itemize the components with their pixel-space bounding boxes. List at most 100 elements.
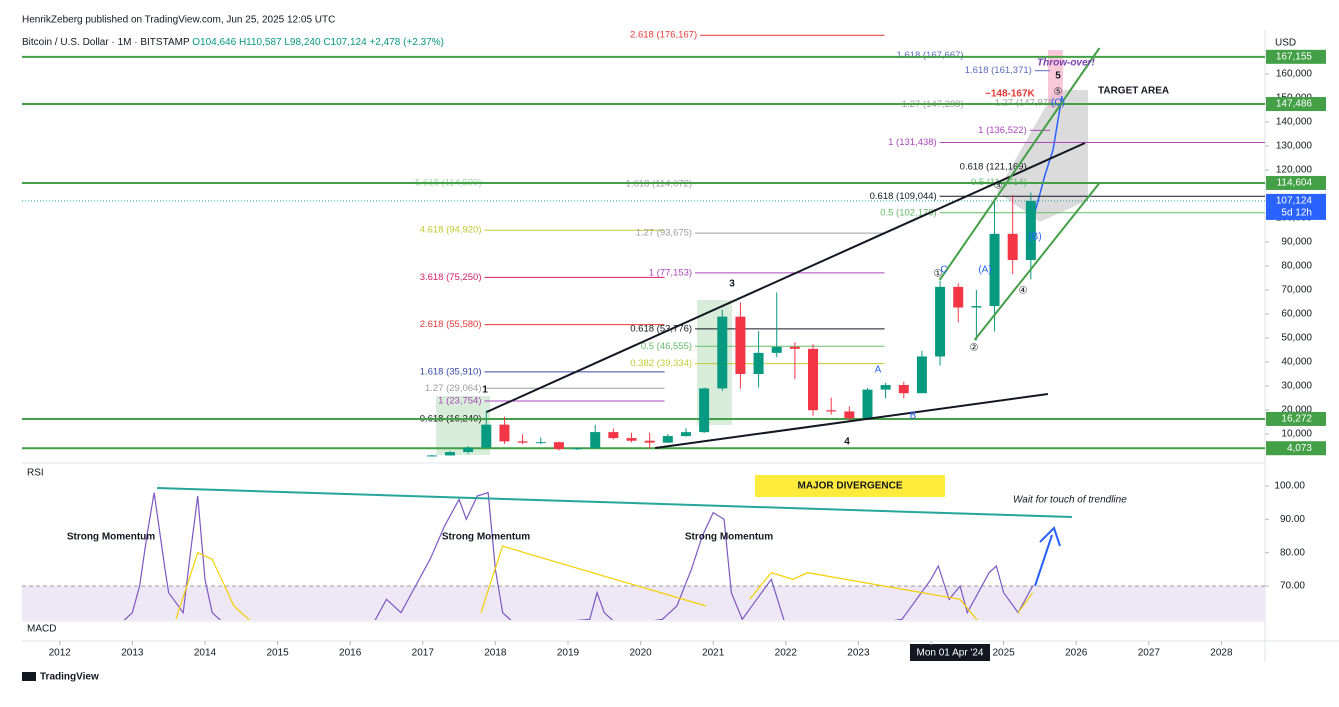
fib-label: 1 (23,754) [438,396,481,407]
pane-label: RSI [27,468,44,479]
candle-body [499,424,510,442]
candle-body [626,438,637,441]
fib-label: 1.618 (167,667) [896,50,963,61]
candle-body [862,389,873,419]
candle-body [1025,200,1036,260]
fib-label: 0.5 (102,176) [880,207,937,218]
highlight-box [436,396,490,455]
x-tick-label: 2015 [266,648,289,659]
x-tick-label: 2021 [702,648,725,659]
y-tick-label: 70.00 [1280,581,1305,592]
y-tick-label: 120,000 [1276,165,1313,176]
level-badge [1266,441,1326,456]
fib-label: 0.618 (121,169) [960,162,1027,173]
fib-label: 1.27 (93,675) [636,228,693,239]
wave-label: (C) [1051,98,1065,109]
arrow [1034,534,1053,587]
wave-label: 3 [729,279,735,290]
candle-body [717,316,728,389]
annotation: Strong Momentum [442,532,530,543]
x-tick-label: 2018 [484,648,507,659]
y-tick-label: 80,000 [1281,261,1312,272]
wave-label: ④ [1019,286,1028,297]
wave-label: ③ [994,181,1003,192]
price-pane: 2.618 (176,167) 1.618 (167,667)1.618 (161… [22,30,1265,457]
candle-body [572,448,583,450]
y-tick-label: 60,000 [1281,309,1312,320]
rsi-line [123,491,1034,620]
y-tick-label: 50,000 [1281,333,1312,344]
trendline [654,393,1049,449]
current-price-badge [1266,193,1326,220]
x-tick-label: 2012 [49,648,72,659]
candle-body [699,388,710,433]
axes: 10,000 20,000 30,000 40,000 50,000 60,000 70,0… [49,49,1326,659]
throw-over-zone [1048,50,1063,108]
fib-label: 2.618 (55,580) [420,319,482,330]
fib-label: 1.618 (35,910) [420,366,482,377]
brand: TradingView [40,672,99,683]
fib-label: 1.618 (114,072) [626,179,692,190]
fib-label: 1.618 (161,371) [965,65,1032,76]
x-tick-label: 2017 [412,648,435,659]
x-tick-label: 2028 [1210,648,1233,659]
arrow-head [1039,526,1061,547]
candle-body [445,452,456,456]
wave-label: 5 [1055,71,1061,82]
y-tick-label: 40,000 [1281,357,1312,368]
candle-body [553,442,564,450]
wave-label: (A) [978,265,991,276]
y-tick-label: 10,000 [1281,429,1312,440]
rsi-line [175,545,1034,620]
annotation: Throw-over! [1037,58,1095,69]
ohlc: H110,587 [239,37,282,48]
pane-label: MACD [27,624,56,635]
fib-label: 0.382 (39,334) [630,358,692,369]
trendline [157,487,1072,518]
fib-label: 1.27 (29,064) [425,383,482,394]
candle-body [898,385,909,394]
brand-logo [22,672,36,681]
wave-label: ⑤ [1054,87,1063,98]
candle-body [1007,233,1018,260]
x-tick-label: 2013 [121,648,144,659]
y-tick-label: 20,000 [1281,405,1312,416]
candle-body [971,306,982,308]
fib-label: 0.618 (109,044) [870,191,937,202]
annotation: MAJOR DIVERGENCE [797,481,902,492]
wave-label: ② [970,343,979,354]
y-tick-label: 130,000 [1276,141,1313,152]
crosshair-box [910,644,990,661]
level-label: 4,073 [1287,443,1312,454]
fib-label: 0.5 (46,555) [641,341,692,352]
texts: HenrikZeberg published on TradingView.co… [22,15,1296,683]
x-tick-label: 2014 [194,648,217,659]
candle-body [826,410,837,412]
level-label: 147,486 [1276,99,1313,110]
annotation: TARGET AREA [1098,86,1169,97]
ohlc: C107,124 [323,37,367,48]
change: +2,478 (+2.37%) [369,37,444,48]
annotation: ~148-167K [985,89,1036,100]
x-tick-label: 2019 [557,648,580,659]
x-tick-label: 2026 [1065,648,1088,659]
divergence-box [755,475,945,497]
candle-body [463,447,474,453]
candle-body [426,455,437,457]
y-tick-label: 80.00 [1280,547,1305,558]
fib-label: 1 (131,438) [888,137,937,148]
candle-body [590,432,601,449]
y-tick-label: 30,000 [1281,381,1312,392]
fib-label: 1.27 (147,978) [995,97,1057,108]
y-tick-label: 140,000 [1276,117,1313,128]
author-line: HenrikZeberg published on TradingView.co… [22,15,335,26]
candle-body [644,440,655,443]
symbol-line: Bitcoin / U.S. Dollar · 1M · BITSTAMP O1… [22,37,444,48]
candle-body [517,441,528,443]
candle-body [662,436,673,443]
candle-body [753,352,764,374]
candle-body [481,424,492,448]
candle-body [680,432,691,437]
x-tick-label: 2022 [775,648,798,659]
level-label: 16,272 [1281,414,1312,425]
